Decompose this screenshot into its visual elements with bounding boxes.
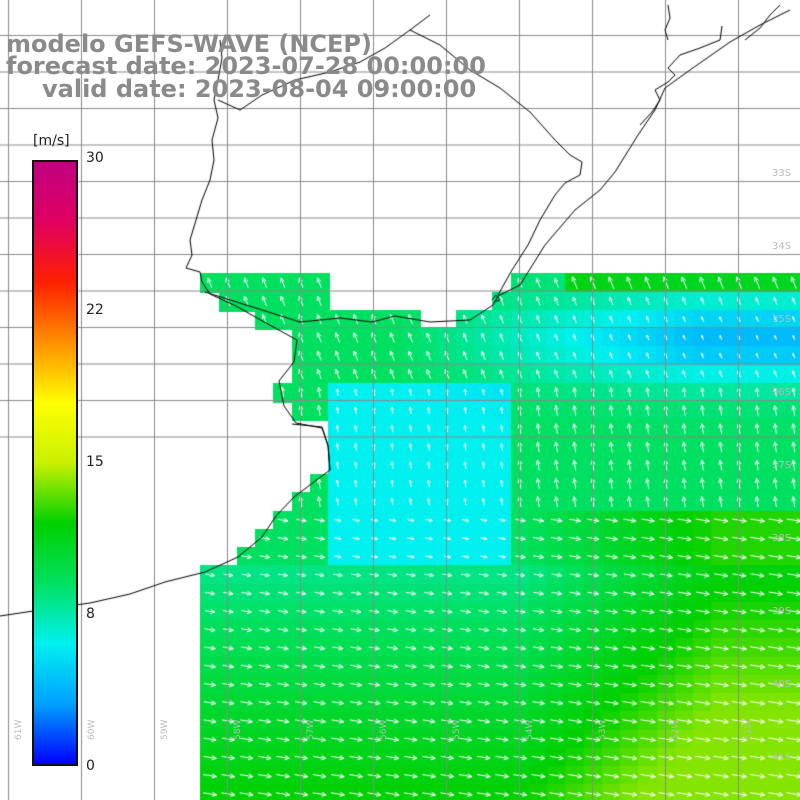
colorbar-tick-0: 0	[86, 758, 95, 774]
lon-label-52w: 52W	[671, 719, 681, 740]
colorbar-tick-15: 15	[86, 454, 104, 470]
lat-label-41s: 41S	[772, 752, 792, 763]
lon-label-59w: 59W	[160, 719, 170, 740]
lon-label-57w: 57W	[306, 719, 316, 740]
lon-label-54w: 54W	[525, 719, 535, 740]
colorbar	[32, 160, 78, 766]
colorbar-tick-22: 22	[86, 302, 104, 318]
lat-label-39s: 39S	[772, 606, 792, 617]
lat-label-38s: 38S	[772, 533, 792, 544]
lat-label-40s: 40S	[772, 679, 792, 690]
valid-date: valid date: 2023-08-04 09:00:00	[42, 75, 477, 103]
lat-label-34s: 34S	[772, 241, 792, 252]
lon-label-60w: 60W	[87, 719, 97, 740]
lon-label-56w: 56W	[379, 719, 389, 740]
model-title: modelo GEFS-WAVE (NCEP)	[6, 30, 372, 58]
lon-label-61w: 61W	[14, 719, 24, 740]
lat-label-36s: 36S	[772, 387, 792, 398]
colorbar-tick-30: 30	[86, 150, 104, 166]
lon-label-55w: 55W	[452, 719, 462, 740]
colorbar-tick-8: 8	[86, 606, 95, 622]
colorbar-unit: [m/s]	[33, 133, 70, 149]
lon-label-51w: 51W	[744, 719, 754, 740]
forecast-date: forecast date: 2023-07-28 00:00:00	[6, 52, 486, 80]
lon-label-53w: 53W	[598, 719, 608, 740]
lon-label-58w: 58W	[233, 719, 243, 740]
lat-label-33s: 33S	[772, 168, 792, 179]
lat-label-37s: 37S	[772, 460, 792, 471]
lat-label-35s: 35S	[772, 314, 792, 325]
